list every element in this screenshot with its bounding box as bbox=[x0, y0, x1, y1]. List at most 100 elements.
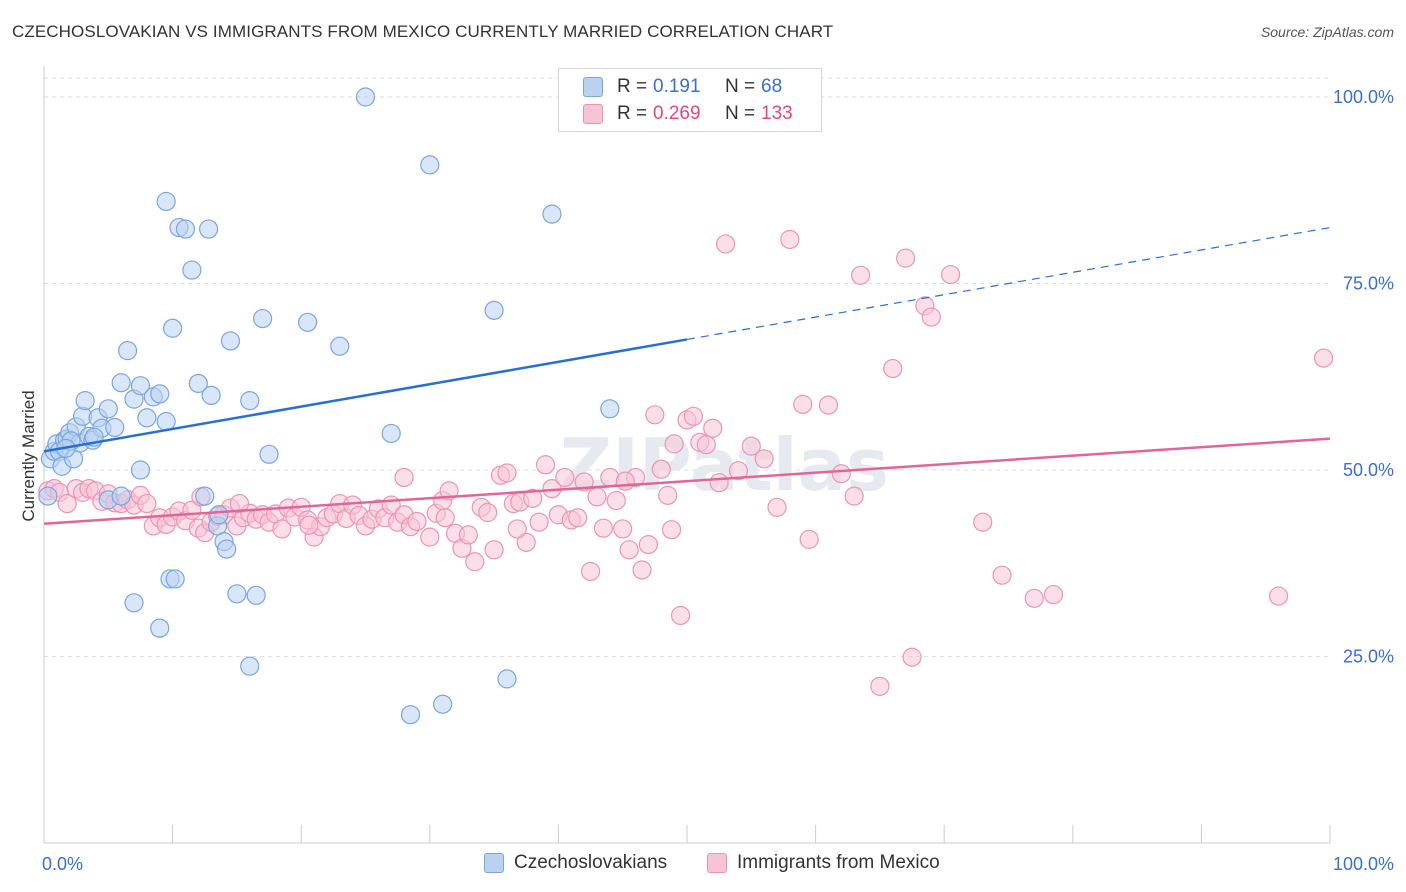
point-immigrants-from-mexico bbox=[973, 512, 993, 532]
point-immigrants-from-mexico bbox=[613, 519, 633, 539]
point-czechoslovakians bbox=[355, 87, 376, 107]
point-immigrants-from-mexico bbox=[703, 418, 723, 438]
point-czechoslovakians bbox=[420, 155, 440, 175]
point-immigrants-from-mexico bbox=[137, 493, 157, 514]
point-immigrants-from-mexico bbox=[580, 561, 601, 582]
point-immigrants-from-mexico bbox=[992, 565, 1012, 585]
point-immigrants-from-mexico bbox=[844, 486, 864, 506]
trend-line-czechoslovakians bbox=[43, 338, 688, 453]
point-czechoslovakians bbox=[156, 191, 176, 212]
point-czechoslovakians bbox=[117, 341, 138, 361]
point-immigrants-from-mexico bbox=[831, 464, 851, 484]
point-immigrants-from-mexico bbox=[435, 508, 455, 528]
r-label: R = bbox=[617, 76, 648, 97]
point-czechoslovakians bbox=[381, 423, 401, 444]
point-immigrants-from-mexico bbox=[902, 647, 922, 667]
pink-swatch bbox=[583, 104, 603, 124]
point-immigrants-from-mexico bbox=[394, 467, 414, 488]
point-immigrants-from-mexico bbox=[1024, 588, 1044, 608]
point-czechoslovakians bbox=[175, 219, 196, 239]
point-immigrants-from-mexico bbox=[883, 358, 903, 379]
point-immigrants-from-mexico bbox=[696, 435, 716, 455]
point-czechoslovakians bbox=[130, 376, 151, 396]
stats-legend-row-blue: R = 0.191 N = 68 bbox=[583, 75, 782, 99]
point-czechoslovakians bbox=[201, 385, 221, 405]
r-value: 0.191 bbox=[653, 76, 701, 97]
point-czechoslovakians bbox=[400, 705, 421, 725]
point-czechoslovakians bbox=[137, 408, 157, 428]
point-immigrants-from-mexico bbox=[272, 519, 292, 539]
x-tick-label: 100.0% bbox=[1333, 854, 1394, 874]
point-immigrants-from-mexico bbox=[754, 449, 774, 469]
point-immigrants-from-mexico bbox=[661, 520, 682, 540]
point-immigrants-from-mexico bbox=[896, 248, 916, 268]
point-czechoslovakians bbox=[130, 460, 151, 480]
point-immigrants-from-mexico bbox=[658, 485, 678, 505]
point-immigrants-from-mexico bbox=[615, 471, 635, 491]
point-immigrants-from-mexico bbox=[484, 540, 504, 560]
point-czechoslovakians bbox=[227, 584, 247, 604]
pink-swatch bbox=[707, 853, 727, 873]
point-immigrants-from-mexico bbox=[555, 467, 575, 488]
point-immigrants-from-mexico bbox=[780, 229, 800, 250]
point-czechoslovakians bbox=[217, 539, 237, 559]
point-czechoslovakians bbox=[542, 204, 562, 224]
point-czechoslovakians bbox=[163, 318, 183, 338]
point-czechoslovakians bbox=[111, 486, 131, 506]
point-immigrants-from-mexico bbox=[870, 676, 890, 696]
point-immigrants-from-mexico bbox=[632, 560, 652, 580]
point-immigrants-from-mexico bbox=[851, 265, 871, 285]
point-czechoslovakians bbox=[165, 569, 185, 589]
chart-title: CZECHOSLOVAKIAN VS IMMIGRANTS FROM MEXIC… bbox=[12, 22, 834, 41]
point-immigrants-from-mexico bbox=[741, 436, 761, 456]
n-label: N = bbox=[725, 76, 756, 97]
x-tick-label: 0.0% bbox=[42, 854, 83, 874]
y-tick-label: 75.0% bbox=[1343, 274, 1394, 294]
legend-label: Immigrants from Mexico bbox=[737, 852, 940, 873]
blue-swatch bbox=[484, 853, 504, 873]
point-immigrants-from-mexico bbox=[606, 490, 626, 511]
y-tick-label: 50.0% bbox=[1343, 460, 1394, 480]
point-immigrants-from-mexico bbox=[497, 463, 517, 483]
point-czechoslovakians bbox=[111, 373, 131, 393]
point-immigrants-from-mexico bbox=[478, 502, 498, 523]
n-label: N = bbox=[725, 103, 756, 124]
point-immigrants-from-mexico bbox=[1268, 586, 1289, 606]
point-czechoslovakians bbox=[433, 694, 453, 714]
point-immigrants-from-mexico bbox=[638, 534, 659, 555]
point-immigrants-from-mexico bbox=[229, 493, 250, 514]
point-immigrants-from-mexico bbox=[793, 394, 813, 414]
point-immigrants-from-mexico bbox=[407, 511, 427, 532]
stats-legend: R = 0.191 N = 68 R = 0.269 N = 133 bbox=[558, 68, 822, 132]
point-immigrants-from-mexico bbox=[574, 472, 594, 492]
blue-swatch bbox=[583, 77, 603, 97]
series-legend: Czechoslovakians Immigrants from Mexico bbox=[0, 852, 1406, 878]
point-immigrants-from-mexico bbox=[715, 234, 736, 254]
point-immigrants-from-mexico bbox=[728, 461, 749, 481]
y-tick-label: 25.0% bbox=[1343, 647, 1394, 667]
source-label: Source: ZipAtlas.com bbox=[1260, 24, 1394, 40]
point-czechoslovakians bbox=[209, 505, 229, 525]
trend-line-immigrants-from-mexico bbox=[43, 437, 1331, 525]
point-czechoslovakians bbox=[188, 373, 208, 394]
point-immigrants-from-mexico bbox=[420, 527, 440, 547]
point-immigrants-from-mexico bbox=[507, 519, 527, 539]
point-immigrants-from-mexico bbox=[664, 434, 684, 454]
point-immigrants-from-mexico bbox=[516, 532, 536, 552]
point-czechoslovakians bbox=[105, 417, 125, 438]
point-immigrants-from-mexico bbox=[941, 264, 961, 285]
point-immigrants-from-mexico bbox=[529, 512, 549, 532]
point-czechoslovakians bbox=[497, 669, 517, 689]
point-immigrants-from-mexico bbox=[767, 497, 787, 517]
point-czechoslovakians bbox=[150, 618, 170, 638]
legend-item-czechoslovakians: Czechoslovakians bbox=[484, 852, 667, 874]
point-czechoslovakians bbox=[220, 331, 241, 351]
point-immigrants-from-mexico bbox=[1313, 348, 1334, 368]
point-czechoslovakians bbox=[240, 656, 260, 676]
point-czechoslovakians bbox=[240, 391, 260, 411]
point-immigrants-from-mexico bbox=[465, 552, 485, 572]
point-immigrants-from-mexico bbox=[1043, 584, 1064, 605]
point-immigrants-from-mexico bbox=[818, 395, 839, 415]
point-immigrants-from-mexico bbox=[568, 508, 588, 528]
